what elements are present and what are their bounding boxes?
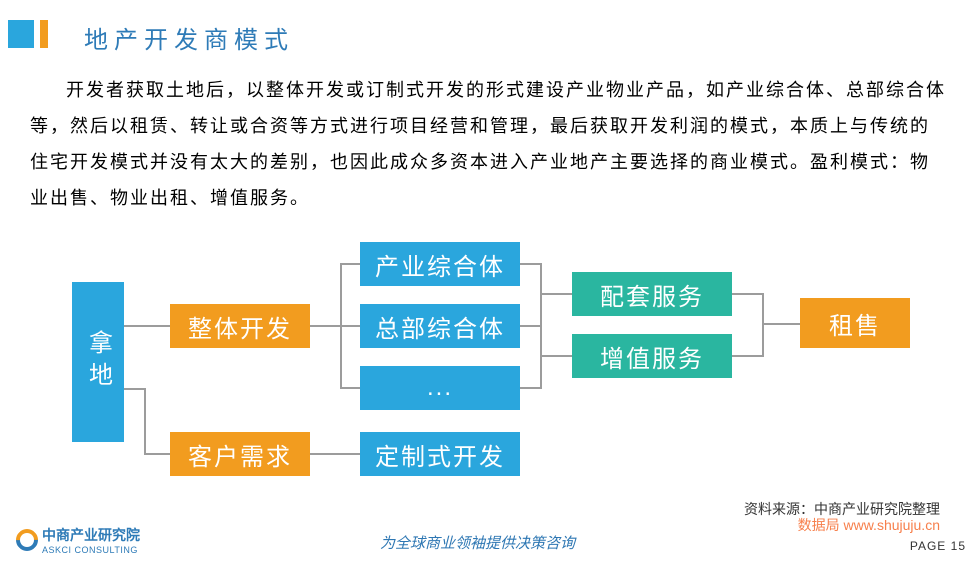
connector <box>520 325 540 327</box>
footer-motto: 为全球商业领袖提供决策咨询 <box>380 532 575 553</box>
connector <box>540 355 572 357</box>
connector <box>762 293 764 357</box>
page-num-value: 15 <box>951 539 966 553</box>
logo-en: ASKCI CONSULTING <box>42 545 140 555</box>
logo-cn: 中商产业研究院 <box>42 525 140 545</box>
connector <box>520 387 540 389</box>
node-valueadd: 增值服务 <box>572 334 732 378</box>
node-custom-dev: 定制式开发 <box>360 432 520 476</box>
accent-blue <box>8 20 34 48</box>
body-paragraph: 开发者获取土地后，以整体开发或订制式开发的形式建设产业物业产品，如产业综合体、总… <box>30 72 946 216</box>
page-label: PAGE <box>910 539 946 553</box>
node-whole-dev: 整体开发 <box>170 304 310 348</box>
connector <box>732 355 762 357</box>
node-hq-complex: 总部综合体 <box>360 304 520 348</box>
node-etc: ... <box>360 366 520 410</box>
accent-orange <box>40 20 48 48</box>
page-number: PAGE 15 <box>910 539 966 553</box>
page-title: 地产开发商模式 <box>84 20 294 55</box>
connector <box>124 388 144 390</box>
connector <box>540 263 542 389</box>
flow-diagram: 拿地 整体开发客户需求 产业综合体总部综合体... 定制式开发 配套服务增值服务 租售 <box>60 232 940 492</box>
logo: 中商产业研究院 ASKCI CONSULTING <box>16 525 140 555</box>
connector <box>762 323 800 325</box>
logo-icon <box>16 529 38 551</box>
connector <box>144 453 170 455</box>
logo-text: 中商产业研究院 ASKCI CONSULTING <box>42 525 140 555</box>
node-ind-complex: 产业综合体 <box>360 242 520 286</box>
connector <box>124 325 170 327</box>
connector <box>732 293 762 295</box>
node-rent-sale: 租售 <box>800 298 910 348</box>
footer: 中商产业研究院 ASKCI CONSULTING 为全球商业领袖提供决策咨询 P… <box>0 527 976 555</box>
connector <box>144 388 146 453</box>
connector <box>340 263 360 265</box>
node-customer: 客户需求 <box>170 432 310 476</box>
connector <box>310 453 360 455</box>
node-support: 配套服务 <box>572 272 732 316</box>
node-land: 拿地 <box>72 282 124 442</box>
connector <box>310 325 360 327</box>
connector <box>340 263 342 388</box>
connector <box>520 263 540 265</box>
header-accent <box>8 20 48 48</box>
connector <box>340 387 360 389</box>
connector <box>540 293 572 295</box>
